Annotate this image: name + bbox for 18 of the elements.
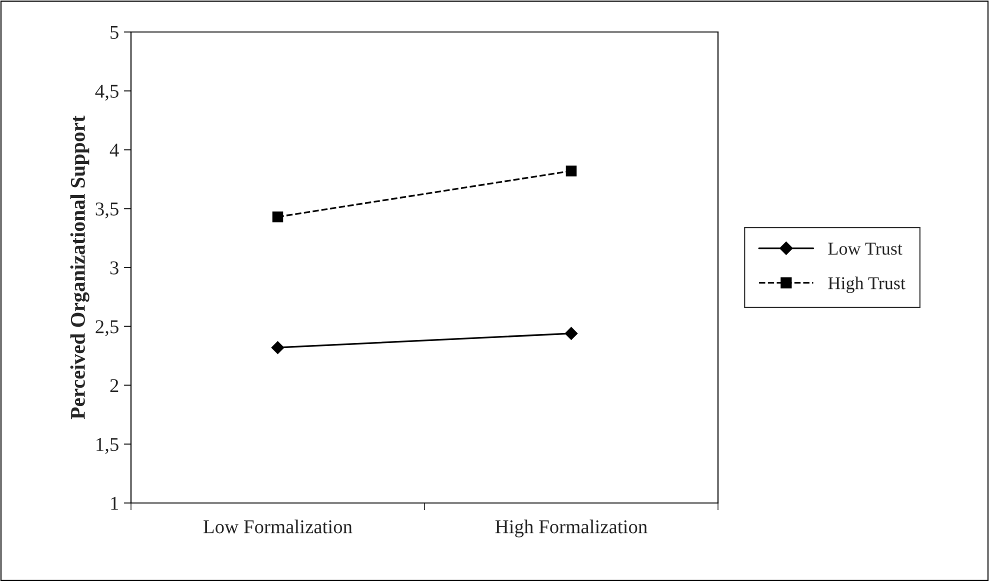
y-tick-label: 4,5 bbox=[95, 84, 118, 101]
y-tick-label: 5 bbox=[110, 26, 118, 39]
y-tick-label: 1 bbox=[111, 496, 118, 510]
point bbox=[272, 211, 284, 222]
legend-label: Low Trust bbox=[828, 242, 902, 255]
y-tick-label: 3 bbox=[110, 261, 118, 274]
legend-label: High Trust bbox=[828, 276, 906, 294]
y-tick-label: 2,5 bbox=[96, 320, 118, 336]
y-tick-label: 2 bbox=[110, 379, 118, 392]
x-tick-label: High Formalization bbox=[495, 520, 648, 538]
x-tick-label: Low Formalization bbox=[204, 520, 352, 534]
y-tick-label: 3,5 bbox=[96, 202, 118, 218]
y-tick-label: 4 bbox=[110, 144, 119, 156]
point bbox=[271, 341, 284, 354]
y-axis-title: Perceived Organizational Support bbox=[70, 116, 90, 420]
y-tick-label: 1,5 bbox=[96, 438, 118, 454]
point bbox=[566, 166, 577, 176]
point bbox=[564, 327, 578, 340]
